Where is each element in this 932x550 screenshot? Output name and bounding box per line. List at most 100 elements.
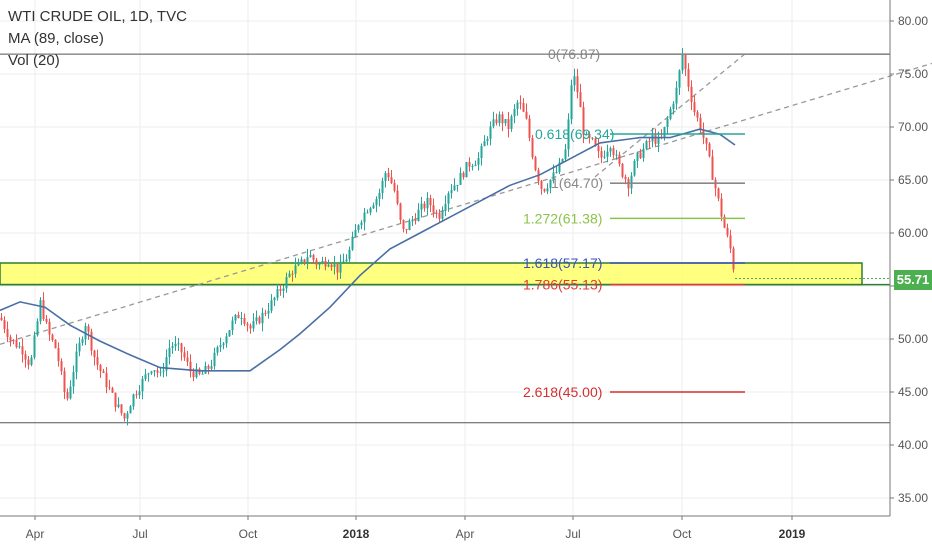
candle-body: [603, 156, 606, 158]
candle-body: [330, 264, 333, 268]
candle-body: [96, 357, 99, 365]
fib-level-label: 1(64.70): [551, 175, 603, 191]
candle-body: [348, 249, 351, 260]
chart-grid: [0, 0, 890, 516]
candle-body: [342, 261, 345, 263]
candle-body: [630, 175, 633, 189]
candle-body: [138, 391, 141, 396]
candle-body: [207, 365, 210, 369]
candle-body: [423, 203, 426, 209]
candle-body: [507, 119, 510, 129]
candle-body: [285, 277, 288, 289]
fib-level-label: 1.618(57.17): [523, 255, 602, 271]
candle-body: [48, 321, 51, 335]
candle-body: [126, 413, 129, 419]
candle-body: [639, 152, 642, 159]
candle-body: [600, 151, 603, 158]
candle-body: [324, 260, 327, 267]
candle-body: [123, 413, 126, 419]
candle-body: [270, 300, 273, 311]
horizontal-levels: [0, 53, 890, 424]
candle-body: [87, 326, 90, 332]
trendline: [0, 62, 932, 345]
candle-body: [297, 262, 300, 266]
candle-body: [45, 318, 48, 322]
candle-body: [687, 69, 690, 87]
y-tick-label: 45.00: [898, 385, 928, 399]
trendlines: [0, 53, 932, 345]
candle-body: [681, 54, 684, 71]
candle-body: [612, 148, 615, 155]
candle-body: [618, 154, 621, 164]
candle-body: [111, 388, 114, 393]
candle-body: [12, 339, 15, 341]
candle-body: [543, 188, 546, 192]
candle-body: [183, 352, 186, 358]
ma-indicator-label[interactable]: MA (89, close): [8, 30, 104, 47]
candle-body: [483, 141, 486, 147]
candle-body: [696, 112, 699, 118]
symbol-title[interactable]: WTI CRUDE OIL, 1D, TVC: [8, 8, 187, 25]
candle-body: [189, 361, 192, 372]
candle-body: [594, 138, 597, 146]
candle-body: [726, 227, 729, 236]
candle-body: [105, 372, 108, 388]
candle-body: [606, 151, 609, 157]
candle-body: [36, 321, 39, 336]
candle-body: [678, 70, 681, 88]
candle-body: [432, 205, 435, 213]
candle-body: [42, 300, 45, 319]
candle-body: [642, 148, 645, 159]
candle-body: [633, 160, 636, 176]
candle-body: [471, 166, 474, 168]
candle-body: [486, 138, 489, 142]
candle-body: [417, 209, 420, 221]
candle-body: [624, 176, 627, 180]
candle-body: [684, 54, 687, 70]
candle-body: [513, 108, 516, 117]
candle-body: [663, 126, 666, 138]
candle-body: [339, 261, 342, 273]
x-tick-label: 2019: [779, 527, 806, 541]
candle-body: [354, 230, 357, 237]
chart-legend: WTI CRUDE OIL, 1D, TVC MA (89, close) Vo…: [8, 6, 187, 72]
candle-body: [93, 350, 96, 358]
candle-body: [249, 325, 252, 329]
candle-body: [495, 119, 498, 124]
fib-level-label: 1.272(61.38): [523, 210, 602, 226]
candle-body: [228, 330, 231, 337]
candle-body: [516, 102, 519, 109]
candle-body: [282, 288, 285, 291]
x-tick-label: Apr: [456, 527, 475, 541]
candle-body: [654, 134, 657, 144]
candle-body: [81, 339, 84, 343]
volume-indicator-label[interactable]: Vol (20): [8, 52, 60, 69]
candle-body: [459, 172, 462, 185]
candle-body: [114, 392, 117, 408]
candle-body: [357, 225, 360, 231]
candle-body: [438, 212, 441, 219]
candle-body: [192, 371, 195, 378]
candle-body: [591, 137, 594, 139]
candle-body: [72, 372, 75, 387]
candle-body: [564, 149, 567, 159]
candle-body: [546, 188, 549, 192]
candle-body: [714, 179, 717, 189]
candle-body: [489, 126, 492, 139]
candle-body: [609, 148, 612, 152]
candle-body: [168, 347, 171, 358]
candle-body: [429, 197, 432, 206]
candle-body: [366, 212, 369, 214]
fibonacci-levels: 0(76.87) 0.618(69.34) 1(64.70) 1.272(61.38)…: [523, 46, 890, 400]
candle-body: [237, 314, 240, 319]
candle-body: [510, 116, 513, 129]
ma-line: [0, 128, 736, 372]
candle-body: [729, 235, 732, 249]
candle-body: [210, 366, 213, 369]
candle-body: [291, 273, 294, 275]
candle-body: [171, 346, 174, 348]
candle-body: [204, 365, 207, 374]
candle-body: [246, 323, 249, 326]
candle-body: [369, 208, 372, 213]
